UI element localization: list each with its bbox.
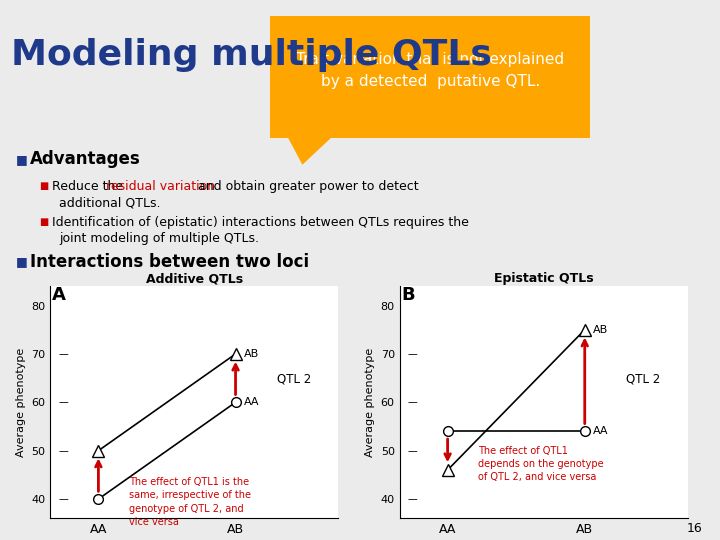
Text: ■: ■ (16, 153, 27, 166)
Text: A: A (52, 286, 66, 304)
Text: AB: AB (244, 349, 259, 359)
Text: The effect of QTL1
depends on the genotype
of QTL 2, and vice versa: The effect of QTL1 depends on the genoty… (478, 446, 603, 482)
Text: —: — (58, 494, 68, 504)
Text: AB: AB (593, 325, 608, 335)
Text: residual variation: residual variation (106, 180, 215, 193)
Text: Reduce the: Reduce the (52, 180, 127, 193)
Text: Identification of (epistatic) interactions between QTLs requires the: Identification of (epistatic) interactio… (52, 216, 469, 229)
Text: B: B (401, 286, 415, 304)
Text: QTL 2: QTL 2 (626, 373, 660, 386)
Text: The effect of QTL1 is the
same, irrespective of the
genotype of QTL 2, and
vice : The effect of QTL1 is the same, irrespec… (129, 477, 251, 527)
Text: Advantages: Advantages (30, 150, 141, 168)
FancyBboxPatch shape (270, 16, 590, 138)
Text: ■: ■ (16, 255, 27, 268)
Text: —: — (408, 349, 418, 359)
Text: AA: AA (593, 426, 608, 436)
Text: ■: ■ (40, 218, 49, 227)
Title: Additive QTLs: Additive QTLs (146, 272, 243, 285)
Text: Modeling multiple QTLs: Modeling multiple QTLs (11, 38, 492, 72)
Text: —: — (58, 446, 68, 456)
Text: 16: 16 (686, 522, 702, 535)
Y-axis label: Average phenotype: Average phenotype (365, 348, 375, 457)
Text: AA: AA (244, 397, 259, 407)
Text: Trait variation that is not explained
by a detected  putative QTL.: Trait variation that is not explained by… (296, 52, 564, 90)
Text: ■: ■ (40, 181, 49, 191)
Text: —: — (58, 349, 68, 359)
Text: QTL 2: QTL 2 (276, 373, 311, 386)
Text: —: — (408, 446, 418, 456)
Text: joint modeling of multiple QTLs.: joint modeling of multiple QTLs. (59, 232, 259, 245)
Text: Interactions between two loci: Interactions between two loci (30, 253, 310, 271)
Y-axis label: Average phenotype: Average phenotype (16, 348, 26, 457)
Text: —: — (58, 397, 68, 407)
Title: Epistatic QTLs: Epistatic QTLs (494, 272, 593, 285)
Text: and obtain greater power to detect: and obtain greater power to detect (194, 180, 418, 193)
Text: —: — (408, 494, 418, 504)
Text: —: — (408, 397, 418, 407)
Text: additional QTLs.: additional QTLs. (59, 196, 161, 209)
